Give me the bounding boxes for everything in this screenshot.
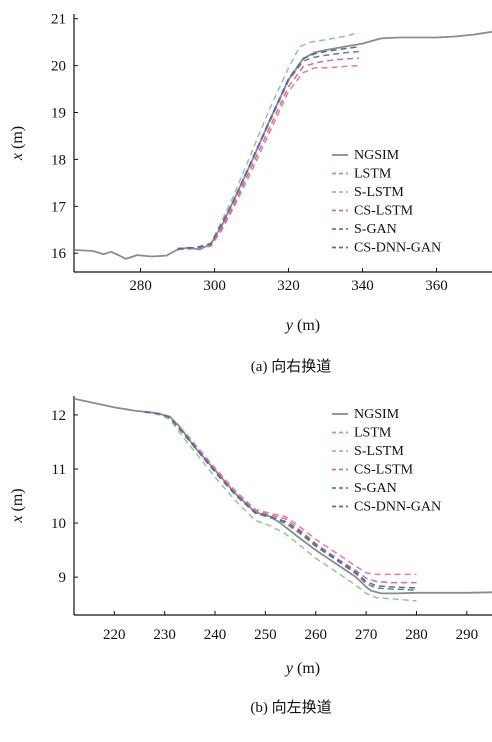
legend-label: S-LSTM: [354, 444, 404, 459]
y-tick-label: 17: [51, 199, 67, 215]
y-tick-label: 19: [51, 106, 66, 122]
legend: NGSIM LSTM S-LSTM CS-LSTM S-GAN CS-DNN-GAN: [332, 148, 441, 256]
x-tick-label: 270: [355, 627, 378, 643]
legend-label: S-GAN: [354, 222, 397, 237]
legend-label: S-LSTM: [354, 185, 404, 200]
y-axis-unit: (m): [9, 488, 26, 515]
series-line-cs-dnn-gan: [177, 46, 359, 250]
series-line-cs-lstm: [177, 57, 359, 251]
legend-label: CS-DNN-GAN: [354, 241, 441, 256]
legend-label: S-GAN: [354, 481, 397, 496]
panel-caption: (a) 向右换道: [251, 358, 331, 375]
y-tick-label: 11: [52, 462, 66, 478]
x-tick-label: 320: [277, 278, 300, 294]
x-tick-label: 340: [351, 278, 374, 294]
y-axis-label: x (m): [9, 488, 26, 523]
legend: NGSIM LSTM S-LSTM CS-LSTM S-GAN CS-DNN-GAN: [332, 407, 441, 515]
x-axis-var: y: [284, 660, 294, 677]
legend-label: CS-DNN-GAN: [354, 500, 441, 515]
series-line-ngsim: [74, 397, 492, 595]
y-tick-label: 10: [51, 516, 66, 532]
x-axis-label: y (m): [284, 317, 320, 334]
panel-caption: (b) 向左换道: [250, 699, 331, 716]
y-tick-label: 21: [51, 12, 66, 28]
legend-label: NGSIM: [354, 148, 400, 163]
y-tick-label: 20: [51, 59, 66, 75]
x-tick-label: 290: [456, 627, 479, 643]
y-axis-var: x: [9, 516, 26, 524]
series-line-lstm: [177, 64, 359, 251]
series-line-lstm: [144, 410, 417, 576]
y-axis-unit: (m): [9, 126, 26, 153]
x-axis-unit: (m): [293, 660, 320, 677]
y-tick-label: 18: [51, 152, 66, 168]
x-tick-label: 280: [129, 278, 152, 294]
legend-label: LSTM: [354, 167, 392, 182]
x-axis-var: y: [284, 317, 294, 334]
series-line-s-lstm: [177, 32, 359, 250]
legend-label: NGSIM: [354, 407, 400, 422]
x-axis-label: y (m): [284, 660, 320, 677]
x-tick-label: 240: [204, 627, 227, 643]
legend-label: CS-LSTM: [354, 463, 414, 478]
x-tick-label: 360: [425, 278, 448, 294]
series-line-cs-dnn-gan: [144, 410, 417, 589]
series-line-ngsim: [74, 30, 492, 260]
legend-label: CS-LSTM: [354, 204, 414, 219]
y-axis-var: x: [9, 153, 26, 161]
series-group: [74, 30, 492, 260]
series-group: [74, 397, 492, 602]
x-tick-label: 300: [203, 278, 226, 294]
y-tick-label: 12: [51, 408, 66, 424]
y-axis-label: x (m): [9, 126, 26, 161]
x-tick-label: 260: [304, 627, 327, 643]
x-axis-unit: (m): [293, 317, 320, 334]
x-tick-label: 230: [153, 627, 176, 643]
x-tick-label: 280: [405, 627, 428, 643]
legend-label: LSTM: [354, 426, 392, 441]
y-tick-label: 16: [51, 246, 67, 262]
y-tick-label: 9: [59, 570, 67, 586]
x-tick-label: 220: [103, 627, 126, 643]
series-line-s-gan: [177, 50, 359, 250]
x-tick-label: 250: [254, 627, 277, 643]
series-line-s-lstm: [144, 411, 417, 602]
